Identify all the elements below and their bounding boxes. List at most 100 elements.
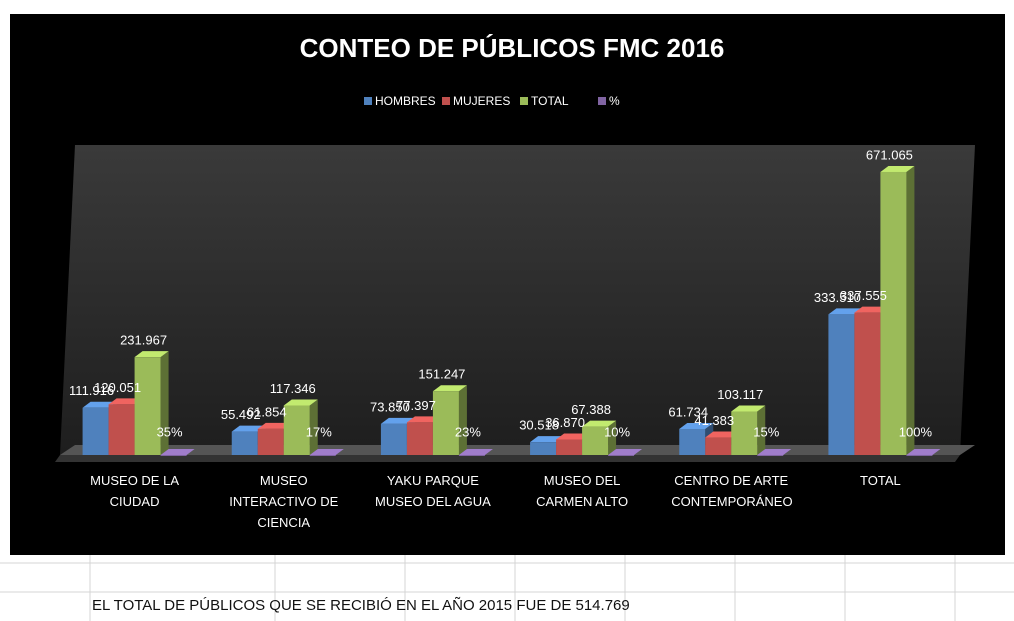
bar [108, 404, 135, 455]
data-label: 73.850 [370, 399, 410, 414]
data-label: 231.967 [120, 333, 167, 348]
x-tick-label: CENTRO DE ARTE CONTEMPORÁNEO [671, 473, 793, 509]
bar-top [705, 431, 740, 438]
bar [828, 314, 855, 455]
x-tick-label: YAKU PARQUE MUSEO DEL AGUA [374, 473, 491, 509]
bar [406, 422, 433, 455]
bar [380, 423, 407, 455]
bar-top [828, 308, 863, 315]
data-label: 55.492 [221, 407, 261, 422]
data-label: 61.734 [668, 404, 708, 419]
bar-side [160, 351, 169, 455]
bar [731, 411, 758, 455]
data-label: 36.870 [545, 415, 585, 430]
bar-side [932, 448, 941, 455]
bar [556, 439, 583, 455]
data-label: 111.916 [69, 383, 114, 398]
data-label: 17% [306, 424, 332, 439]
data-label: 671.065 [866, 147, 913, 162]
bar-top [160, 448, 195, 455]
bar-top [854, 306, 889, 313]
data-label: 103.117 [717, 387, 763, 402]
bar [854, 312, 881, 455]
bar-top [582, 420, 617, 427]
floor-edge [55, 455, 960, 462]
data-label: 117.346 [270, 381, 316, 396]
data-label: 67.388 [571, 402, 611, 417]
legend-swatch [364, 97, 372, 105]
bar-top [757, 448, 792, 455]
bar-side [186, 448, 195, 455]
data-label: 15% [753, 424, 779, 439]
data-label: 151.247 [418, 367, 465, 382]
bar [283, 405, 310, 455]
bar-top [880, 165, 915, 172]
bar-top [257, 422, 292, 429]
x-tick-label: MUSEO DEL CARMEN ALTO [536, 473, 629, 509]
bar-top [134, 351, 169, 358]
bar-side [906, 165, 915, 455]
legend-swatch [442, 97, 450, 105]
bar [530, 442, 557, 455]
bar-top [108, 398, 143, 405]
bar-side [335, 448, 344, 455]
bar-top [309, 448, 344, 455]
bar-top [530, 436, 565, 443]
data-label: 10% [604, 424, 630, 439]
bar [458, 454, 485, 456]
bar [432, 391, 459, 455]
bar [309, 454, 336, 456]
data-label: 120.051 [94, 380, 141, 395]
legend-label: TOTAL [531, 94, 569, 108]
bar-top [556, 433, 591, 440]
bar-side [484, 448, 493, 455]
bar-side [783, 448, 792, 455]
bar [257, 428, 284, 455]
grid-background [0, 555, 1014, 621]
bar-top [82, 401, 117, 408]
bar-top [380, 417, 415, 424]
bar-top [906, 448, 941, 455]
x-tick-label: MUSEO INTERACTIVO DE CIENCIA [229, 473, 339, 530]
legend-swatch [598, 97, 606, 105]
data-label: 100% [899, 424, 933, 439]
bar-top [679, 422, 714, 429]
x-tick-label: TOTAL [860, 473, 901, 488]
bar-side [309, 399, 318, 455]
data-label: 337.555 [840, 288, 887, 303]
data-label: 61.854 [247, 404, 287, 419]
bar-top [458, 448, 493, 455]
back-wall [60, 145, 975, 455]
bar [705, 437, 732, 455]
bar [608, 454, 635, 456]
bar [582, 426, 609, 455]
bar-side [757, 405, 766, 455]
bar-top [231, 425, 266, 432]
bar [880, 171, 907, 455]
data-label: 23% [455, 424, 481, 439]
bar-top [608, 448, 643, 455]
bar [757, 454, 784, 456]
x-tick-label: MUSEO DE LA CIUDAD [90, 473, 179, 509]
data-label: 333.510 [814, 290, 861, 305]
legend-label: HOMBRES [375, 94, 436, 108]
bar-top [432, 385, 467, 392]
legend-label: % [609, 94, 620, 108]
bar-side [608, 420, 617, 455]
bar [82, 407, 109, 455]
legend-swatch [520, 97, 528, 105]
data-label: 77.397 [396, 398, 436, 413]
data-label: 41.383 [694, 413, 734, 428]
bar [160, 454, 187, 456]
bar [906, 454, 933, 456]
chart-title: CONTEO DE PÚBLICOS FMC 2016 [300, 33, 725, 63]
bar-top [283, 399, 318, 406]
data-label: 35% [157, 424, 183, 439]
bar-top [406, 416, 441, 423]
legend-label: MUJERES [453, 94, 510, 108]
data-label: 30.518 [519, 418, 559, 433]
bar [231, 431, 258, 455]
bar-side [634, 448, 643, 455]
